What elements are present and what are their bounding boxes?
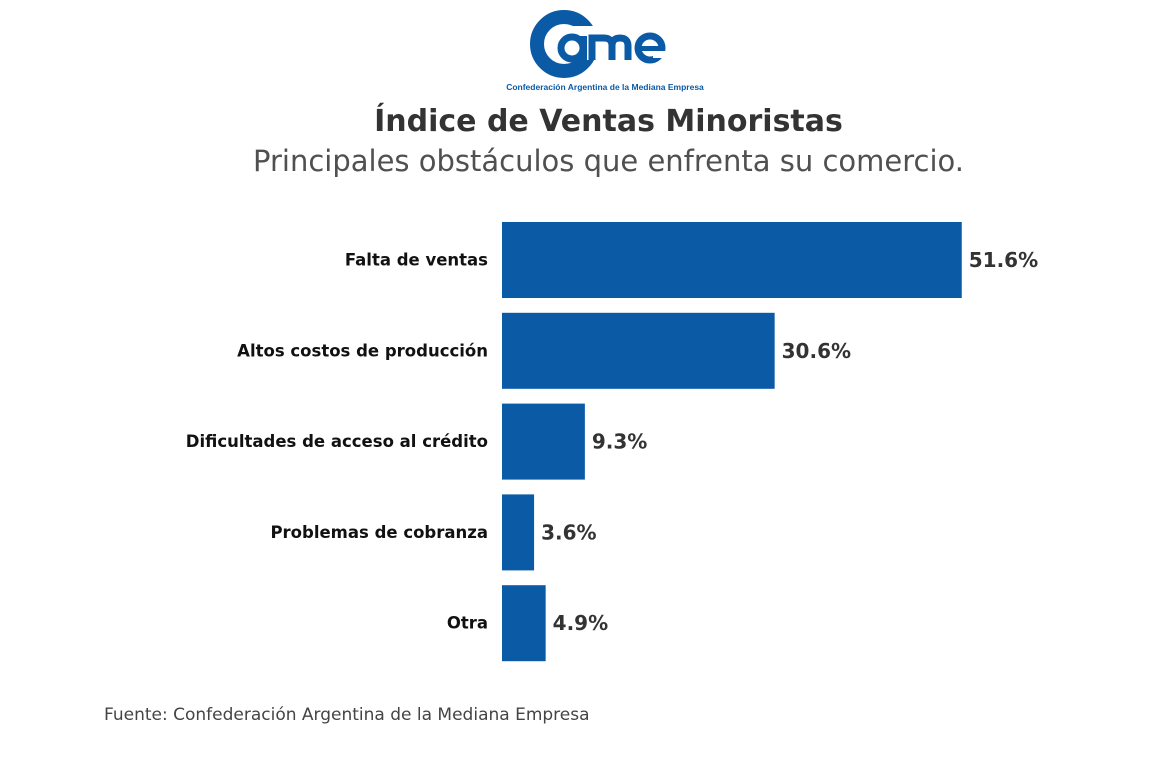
value-label-3: 9.3% <box>592 430 647 454</box>
bar-2 <box>502 312 775 389</box>
bar-3 <box>502 403 585 480</box>
category-label-1: Falta de ventas <box>345 251 488 270</box>
came-logo-mark <box>530 10 667 78</box>
category-label-5: Otra <box>447 614 488 633</box>
value-label-1: 51.6% <box>969 248 1038 272</box>
category-label-2: Altos costos de producción <box>237 341 488 360</box>
came-logo: Confederación Argentina de la Mediana Em… <box>500 10 710 96</box>
bar-5 <box>502 585 546 662</box>
value-label-2: 30.6% <box>782 339 851 363</box>
bar-1 <box>502 222 962 298</box>
value-label-4: 3.6% <box>541 520 596 544</box>
bar-chart: Falta de ventas 51.6% Altos costos de prod… <box>186 222 1038 662</box>
source-note: Fuente: Confederación Argentina de la Me… <box>104 705 590 725</box>
value-label-5: 4.9% <box>553 611 608 635</box>
category-label-3: Dificultades de acceso al crédito <box>186 432 488 451</box>
chart-title: Índice de Ventas Minoristas <box>374 104 843 139</box>
category-label-4: Problemas de cobranza <box>270 523 488 542</box>
logo-tagline: Confederación Argentina de la Mediana Em… <box>506 82 704 92</box>
chart-subtitle: Principales obstáculos que enfrenta su c… <box>253 144 964 178</box>
bar-4 <box>502 494 535 571</box>
